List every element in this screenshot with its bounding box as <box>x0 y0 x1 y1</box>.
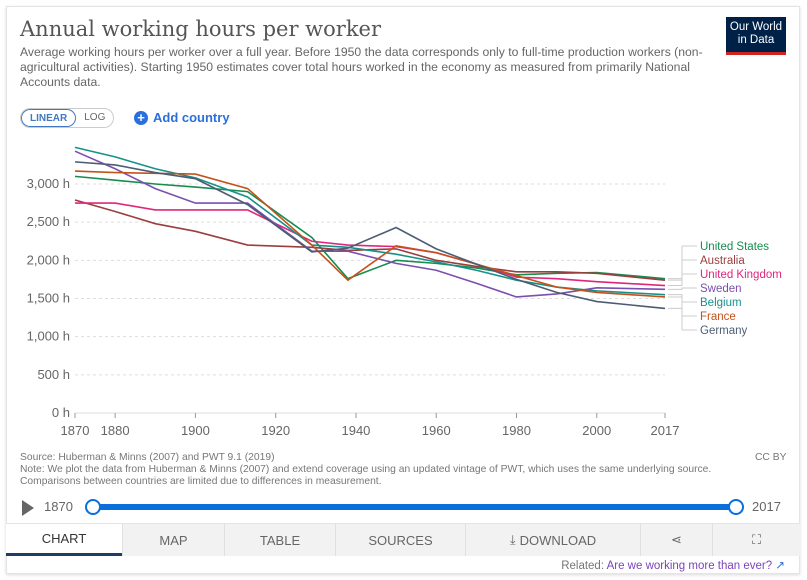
chart-frame <box>6 6 800 574</box>
scale-toggle: LINEAR LOG <box>20 108 115 128</box>
y-tick-label: 1,000 h <box>27 329 70 344</box>
note-text: Note: We plot the data from Huberman & M… <box>20 464 712 487</box>
log-button[interactable]: LOG <box>84 112 106 123</box>
series-line-united-states <box>74 175 666 280</box>
tab-map[interactable]: MAP <box>122 524 224 556</box>
legend-connector <box>668 287 697 290</box>
subtitle: Average working hours per worker over a … <box>20 45 703 89</box>
tab-sources[interactable]: SOURCES <box>335 524 465 556</box>
plus-icon: + <box>134 110 148 125</box>
tab-chart[interactable]: CHART <box>6 524 122 556</box>
legend-label: Sweden <box>700 283 742 295</box>
tab-chart-label: CHART <box>41 531 87 546</box>
legend-label: United Kingdom <box>700 269 782 281</box>
license[interactable]: CC BY <box>755 452 787 463</box>
x-tick-label: 1980 <box>502 423 531 438</box>
fullscreen-icon: ⛶ <box>751 532 762 547</box>
tab-download[interactable]: ⤓ DOWNLOAD <box>465 524 640 556</box>
x-tick-label: 2000 <box>582 423 611 438</box>
page-title: Annual working hours per worker <box>20 17 382 41</box>
x-tick-label: 1940 <box>341 423 370 438</box>
timeline-slider[interactable] <box>93 504 736 510</box>
linear-button[interactable]: LINEAR <box>21 109 77 127</box>
related-article-link[interactable]: Are we working more than ever? <box>606 560 773 572</box>
x-tick-label: 1920 <box>261 423 290 438</box>
source-note: Source: Huberman & Minns (2007) and PWT … <box>20 452 730 488</box>
line-chart: 0 h 500 h 1,000 h 1,500 h 2,000 h 2,500 h 3,00… <box>27 146 782 438</box>
series-line-united-kingdom <box>75 202 666 287</box>
y-tick-label: 1,500 h <box>27 291 70 306</box>
legend-label: France <box>700 311 736 323</box>
share-icon: ⋖ <box>671 532 682 547</box>
tab-download-label: DOWNLOAD <box>519 532 597 548</box>
share-button[interactable]: ⋖ <box>640 524 712 556</box>
fullscreen-button[interactable]: ⛶ <box>712 524 800 556</box>
legend-connector <box>668 273 697 287</box>
timeline-end: 2017 <box>752 499 781 514</box>
x-tick-label: 1880 <box>101 423 130 438</box>
timeline-start-handle[interactable] <box>85 499 101 515</box>
y-tick-label: 2,000 h <box>27 252 70 267</box>
play-icon[interactable] <box>22 500 34 516</box>
series-line-germany <box>74 161 666 310</box>
x-tick-label: 1900 <box>181 423 210 438</box>
tab-table[interactable]: TABLE <box>224 524 335 556</box>
y-tick-label: 3,000 h <box>27 176 70 191</box>
tab-map-label: MAP <box>159 532 188 548</box>
download-icon: ⤓ <box>509 532 516 547</box>
x-tick-label: 2017 <box>651 423 680 438</box>
legend-label: Australia <box>700 255 745 267</box>
owid-logo[interactable]: Our World in Data <box>726 17 786 55</box>
source-text: Source: Huberman & Minns (2007) and PWT … <box>20 452 275 463</box>
legend-label: United States <box>700 241 769 253</box>
legend-connector <box>668 296 697 317</box>
related-link: Related: Are we working more than ever? … <box>561 558 785 572</box>
tab-sources-label: SOURCES <box>368 532 433 548</box>
legend-label: Germany <box>700 325 748 337</box>
tab-table-label: TABLE <box>259 532 301 548</box>
y-tick-label: 500 h <box>37 367 70 382</box>
timeline-start: 1870 <box>44 499 73 514</box>
add-country-label: Add country <box>153 110 230 125</box>
x-tick-label: 1870 <box>61 423 90 438</box>
add-country-button[interactable]: + Add country <box>134 110 230 125</box>
legend-label: Belgium <box>700 297 742 309</box>
series-line-france <box>74 170 666 298</box>
series-line-australia <box>74 199 666 281</box>
timeline-end-handle[interactable] <box>728 499 744 515</box>
related-prefix: Related: <box>561 560 605 572</box>
series-line-sweden <box>74 150 666 298</box>
tab-bar: CHART MAP TABLE SOURCES ⤓ DOWNLOAD ⋖ ⛶ <box>6 523 800 556</box>
x-tick-label: 1960 <box>422 423 451 438</box>
y-tick-label: 0 h <box>52 405 70 420</box>
y-tick-label: 2,500 h <box>27 214 70 229</box>
legend-connector <box>668 307 697 331</box>
external-link-icon[interactable]: ↗ <box>775 560 785 572</box>
legend-connector <box>668 259 697 281</box>
